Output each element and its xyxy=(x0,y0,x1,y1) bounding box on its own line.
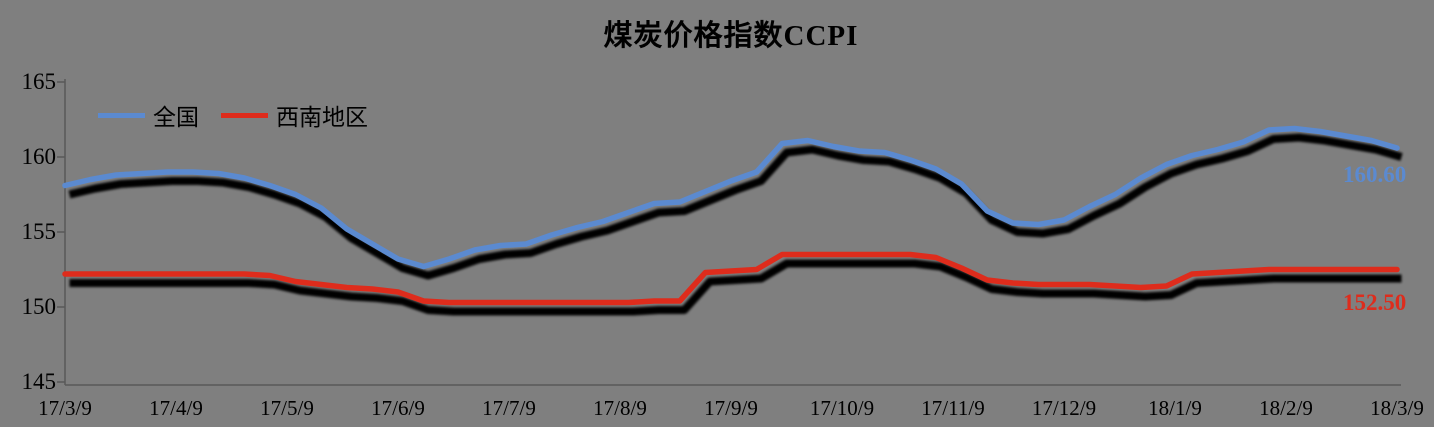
series-shadow-national xyxy=(68,133,1403,280)
series-shadow-southwest xyxy=(69,259,1402,316)
legend-label-national: 全国 xyxy=(153,105,199,130)
x-tick-label: 18/3/9 xyxy=(1370,396,1424,420)
legend-item-national: 全国 xyxy=(98,98,199,132)
legend-swatch-southwest xyxy=(221,112,268,118)
x-tick-label: 17/8/9 xyxy=(593,396,647,420)
series-end-label-national: 160.60 xyxy=(1343,162,1407,187)
y-tick-label: 155 xyxy=(21,219,57,244)
x-tick-label: 17/7/9 xyxy=(482,396,536,420)
y-tick-label: 165 xyxy=(21,69,57,94)
x-tick-label: 17/6/9 xyxy=(371,396,425,420)
y-tick-label: 160 xyxy=(21,144,57,169)
series-line-national xyxy=(62,125,1400,270)
x-tick-label: 17/10/9 xyxy=(809,396,875,420)
chart-title: 煤炭价格指数CCPI xyxy=(603,20,859,52)
x-tick-label: 17/11/9 xyxy=(921,396,985,420)
legend-swatch-national xyxy=(98,112,145,118)
y-tick-label: 145 xyxy=(21,369,57,394)
x-tick-label: 17/5/9 xyxy=(260,396,314,420)
x-tick-label: 18/1/9 xyxy=(1148,396,1202,420)
legend-label-southwest: 西南地区 xyxy=(276,105,368,130)
x-tick-label: 17/9/9 xyxy=(704,396,758,420)
x-tick-label: 17/4/9 xyxy=(149,396,203,420)
legend-item-southwest: 西南地区 xyxy=(221,98,368,132)
x-tick-label: 17/12/9 xyxy=(1031,396,1097,420)
legend: 全国 西南地区 xyxy=(98,98,368,132)
series-end-label-southwest: 152.50 xyxy=(1343,290,1407,315)
series-line-southwest xyxy=(62,251,1400,306)
y-tick-label: 150 xyxy=(21,294,57,319)
x-tick-label: 18/2/9 xyxy=(1259,396,1313,420)
x-tick-label: 17/3/9 xyxy=(38,396,92,420)
